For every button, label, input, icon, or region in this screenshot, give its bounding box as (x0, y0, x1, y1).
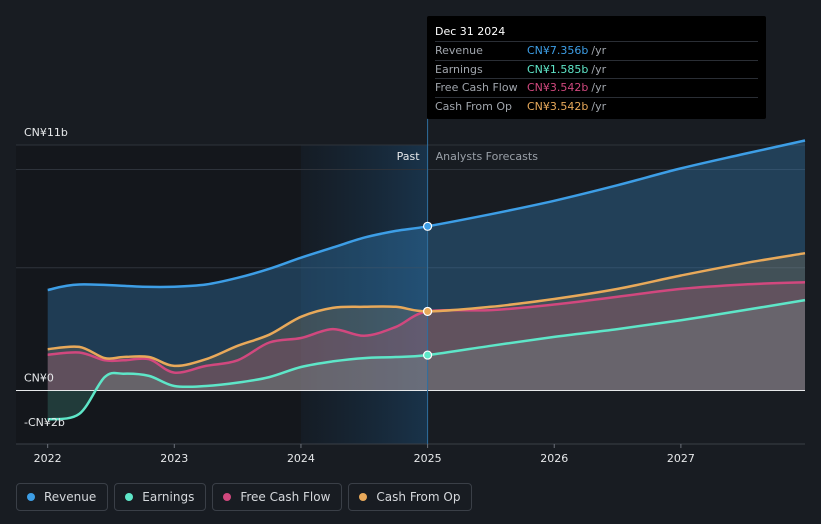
legend-item-revenue[interactable]: Revenue (16, 483, 109, 511)
tooltip-label: Earnings (435, 62, 483, 76)
legend-item-free-cash-flow[interactable]: Free Cash Flow (212, 483, 343, 511)
x-tick-label: 2026 (540, 452, 568, 465)
tooltip-label: Cash From Op (435, 99, 513, 113)
tooltip-date: Dec 31 2024 (435, 25, 506, 38)
legend-label: Earnings (142, 490, 195, 504)
tooltip-value: CN¥3.542b (527, 81, 589, 94)
tooltip-value: CN¥1.585b (527, 62, 589, 76)
line-cash-from-op (47, 251, 806, 368)
legend-item-cash-from-op[interactable]: Cash From Op (348, 483, 473, 511)
tooltip-value: CN¥3.542b (527, 99, 589, 113)
marker-cash-from-op (422, 306, 433, 317)
past-label: Past (397, 150, 421, 163)
tooltip-unit: /yr (591, 62, 607, 76)
line-revenue (47, 139, 806, 292)
x-tick-label: 2027 (667, 452, 695, 465)
marker-earnings (422, 350, 433, 360)
tooltip-row-free-cash-flow: Free Cash Flow CN¥3.542b /yr (435, 78, 758, 97)
marker-revenue (422, 221, 433, 231)
chart-tooltip: Dec 31 2024 Revenue CN¥7.356b /yr Earnin… (427, 16, 766, 119)
tooltip-label: Free Cash Flow (435, 81, 518, 94)
tooltip-unit: /yr (591, 81, 607, 94)
tooltip-unit: /yr (591, 99, 607, 113)
area-revenue (47, 140, 805, 391)
line-earnings (47, 298, 806, 421)
legend-dot-icon (359, 493, 368, 501)
y-axis-label: CN¥0 (24, 371, 54, 384)
legend-dot-icon (27, 493, 35, 501)
legend-dot-icon (125, 493, 134, 501)
x-tick-label: 2022 (34, 452, 62, 465)
y-axis-label: CN¥11b (24, 126, 68, 139)
x-tick-label: 2025 (414, 452, 442, 465)
chart-legend: Revenue Earnings Free Cash Flow Cash Fro… (16, 483, 473, 511)
tooltip-label: Revenue (435, 44, 483, 57)
legend-dot-icon (223, 493, 232, 501)
legend-label: Revenue (44, 490, 97, 504)
tooltip-row-revenue: Revenue CN¥7.356b /yr (435, 41, 758, 60)
x-tick-label: 2023 (160, 452, 188, 465)
highlight-band (300, 145, 428, 444)
legend-label: Cash From Op (376, 490, 461, 504)
legend-label: Free Cash Flow (240, 490, 331, 504)
area-free-cash-flow (47, 282, 805, 391)
tooltip-unit: /yr (591, 44, 607, 57)
y-axis-label: -CN¥2b (24, 416, 65, 429)
tooltip-row-earnings: Earnings CN¥1.585b /yr (435, 59, 758, 79)
forecast-label: Analysts Forecasts (436, 150, 539, 163)
area-cash-from-op (47, 253, 805, 391)
legend-item-earnings[interactable]: Earnings (114, 483, 207, 511)
x-tick-label: 2024 (287, 452, 315, 465)
tooltip-row-cash-from-op: Cash From Op CN¥3.542b /yr (435, 96, 758, 116)
line-free-cash-flow (47, 280, 806, 374)
tooltip-value: CN¥7.356b (527, 44, 589, 57)
